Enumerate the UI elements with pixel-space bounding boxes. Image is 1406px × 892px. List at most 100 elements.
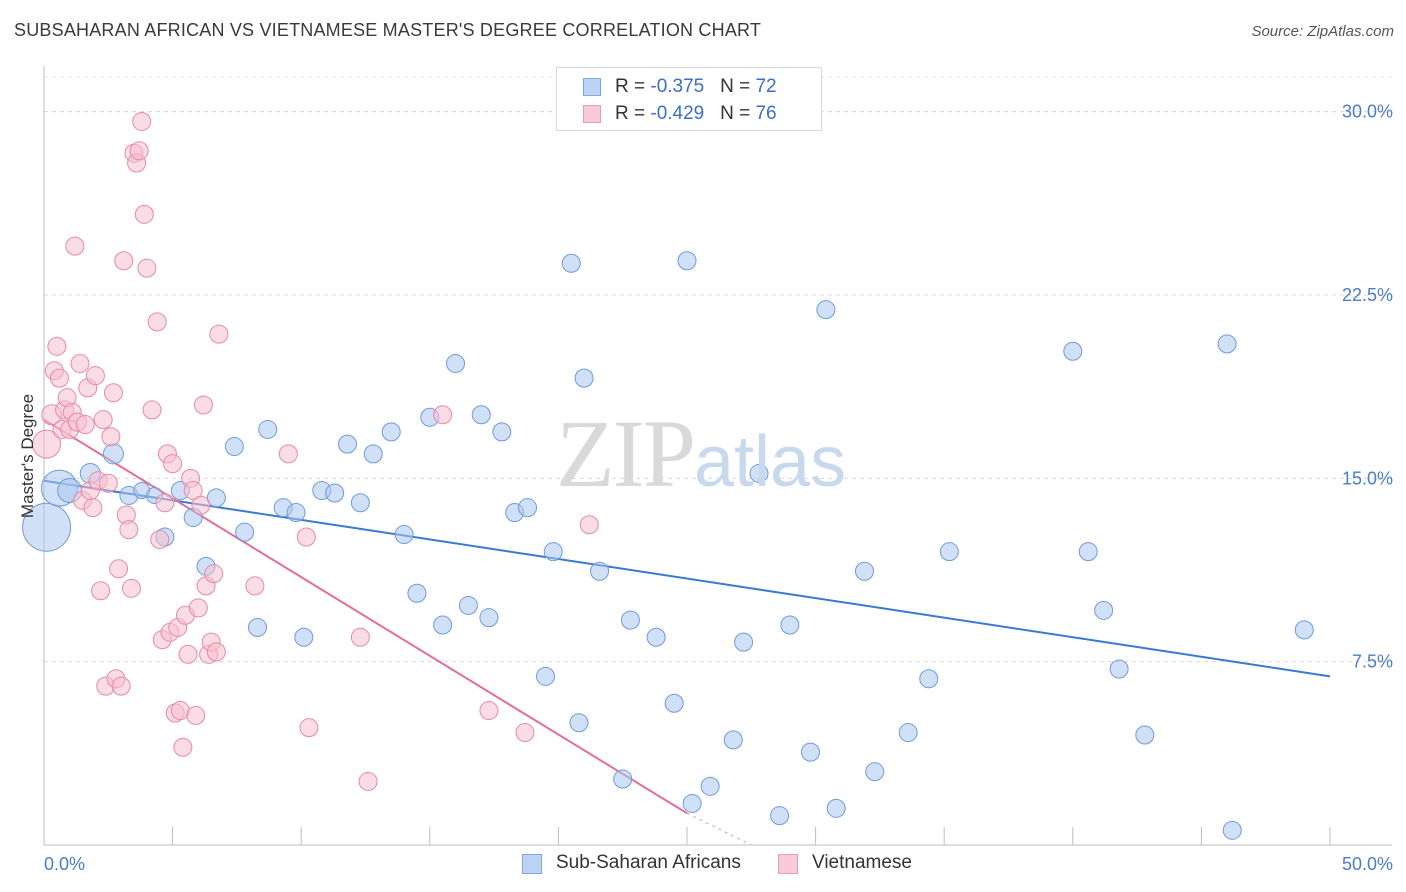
data-point-vietnamese xyxy=(245,576,265,596)
bottom-legend-swatch-blue xyxy=(522,854,542,874)
data-point-vietnamese xyxy=(209,324,229,344)
legend-n-value: 76 xyxy=(755,103,777,124)
legend-r-label: R = xyxy=(615,103,651,124)
chart-title: SUBSAHARAN AFRICAN VS VIETNAMESE MASTER'… xyxy=(14,20,762,40)
data-point-sub-saharan xyxy=(1294,620,1314,640)
data-point-sub-saharan xyxy=(749,463,769,483)
data-point-vietnamese xyxy=(350,627,370,647)
data-point-sub-saharan xyxy=(102,443,124,465)
data-point-sub-saharan xyxy=(898,723,918,743)
data-point-sub-saharan xyxy=(664,693,684,713)
data-point-sub-saharan xyxy=(574,368,594,388)
data-point-vietnamese xyxy=(206,642,226,662)
legend-n-label: N = xyxy=(720,76,756,97)
series-vietnamese-points xyxy=(32,111,599,791)
data-point-sub-saharan xyxy=(569,713,589,733)
data-point-sub-saharan xyxy=(816,300,836,320)
data-point-vietnamese xyxy=(183,481,203,501)
data-point-sub-saharan xyxy=(800,742,820,762)
y-tick-label: 7.5% xyxy=(1352,652,1393,672)
data-point-sub-saharan xyxy=(363,444,383,464)
data-point-sub-saharan xyxy=(780,615,800,635)
legend-swatch-blue xyxy=(583,78,601,96)
correlation-legend: R = -0.375 N = 72 R = -0.429 N = 76 xyxy=(556,67,822,131)
data-point-sub-saharan xyxy=(561,253,581,273)
data-point-vietnamese xyxy=(191,495,211,515)
data-point-vietnamese xyxy=(47,336,67,356)
data-point-sub-saharan xyxy=(723,730,743,750)
data-point-sub-saharan xyxy=(590,561,610,581)
data-point-sub-saharan xyxy=(286,503,306,523)
data-point-vietnamese xyxy=(65,236,85,256)
data-point-sub-saharan xyxy=(613,769,633,789)
y-tick-label: 30.0% xyxy=(1342,102,1393,122)
y-tick-label: 15.0% xyxy=(1342,468,1393,488)
data-point-vietnamese xyxy=(98,473,118,493)
data-point-sub-saharan xyxy=(1078,542,1098,562)
data-point-sub-saharan xyxy=(677,251,697,271)
data-point-vietnamese xyxy=(433,405,453,425)
data-point-vietnamese xyxy=(147,312,167,332)
data-point-sub-saharan xyxy=(1094,600,1114,620)
data-point-sub-saharan xyxy=(939,542,959,562)
data-point-vietnamese xyxy=(75,415,95,435)
data-point-vietnamese xyxy=(93,410,113,430)
data-point-vietnamese xyxy=(173,737,193,757)
data-point-vietnamese xyxy=(155,493,175,513)
data-point-sub-saharan xyxy=(247,617,267,637)
data-point-sub-saharan xyxy=(337,434,357,454)
legend-r-value: -0.429 xyxy=(650,103,705,124)
data-point-vietnamese xyxy=(188,598,208,618)
data-point-vietnamese xyxy=(83,498,103,518)
trend-line-vietnamese xyxy=(43,418,688,815)
trend-lines xyxy=(43,418,1331,846)
data-point-sub-saharan xyxy=(682,793,702,813)
data-point-sub-saharan xyxy=(235,522,255,542)
data-point-vietnamese xyxy=(32,429,62,459)
data-point-vietnamese xyxy=(299,718,319,738)
data-point-vietnamese xyxy=(129,141,149,161)
data-point-vietnamese xyxy=(515,723,535,743)
watermark-atlas: atlas xyxy=(694,422,847,502)
data-point-sub-saharan xyxy=(381,422,401,442)
tick-labels: 7.5% 15.0% 22.5% 30.0% 0.0% 50.0% xyxy=(44,102,1393,874)
data-point-sub-saharan xyxy=(492,422,512,442)
data-point-sub-saharan xyxy=(543,542,563,562)
data-point-sub-saharan xyxy=(770,806,790,826)
data-point-vietnamese xyxy=(101,427,121,447)
legend-r-label: R = xyxy=(615,76,651,97)
data-point-sub-saharan xyxy=(479,608,499,628)
data-point-sub-saharan xyxy=(22,502,72,552)
data-point-vietnamese xyxy=(114,251,134,271)
data-point-sub-saharan xyxy=(734,632,754,652)
data-point-vietnamese xyxy=(70,353,90,373)
data-point-vietnamese xyxy=(278,444,298,464)
data-point-sub-saharan xyxy=(919,669,939,689)
data-point-sub-saharan xyxy=(407,583,427,603)
legend-n-label: N = xyxy=(720,103,756,124)
data-point-sub-saharan xyxy=(1217,334,1237,354)
data-point-sub-saharan xyxy=(294,627,314,647)
data-point-vietnamese xyxy=(109,559,129,579)
data-point-sub-saharan xyxy=(471,405,491,425)
data-point-vietnamese xyxy=(49,368,69,388)
bottom-legend-label-vietnamese: Vietnamese xyxy=(812,852,912,873)
x-tick-label: 50.0% xyxy=(1342,854,1393,874)
legend-swatch-pink xyxy=(583,105,601,123)
trend-line-vietnamese-extension xyxy=(686,812,752,846)
data-point-sub-saharan xyxy=(536,666,556,686)
data-point-sub-saharan xyxy=(646,627,666,647)
data-point-vietnamese xyxy=(134,204,154,224)
y-tick-label: 22.5% xyxy=(1342,285,1393,305)
data-point-vietnamese xyxy=(132,111,152,131)
data-point-vietnamese xyxy=(178,644,198,664)
data-point-sub-saharan xyxy=(700,776,720,796)
watermark: ZIPatlas xyxy=(556,398,846,509)
data-point-vietnamese xyxy=(119,520,139,540)
data-point-sub-saharan xyxy=(1135,725,1155,745)
data-point-vietnamese xyxy=(579,515,599,535)
watermark-zip: ZIP xyxy=(556,400,696,507)
data-point-vietnamese xyxy=(85,366,105,386)
data-point-sub-saharan xyxy=(620,610,640,630)
data-point-vietnamese xyxy=(163,454,183,474)
